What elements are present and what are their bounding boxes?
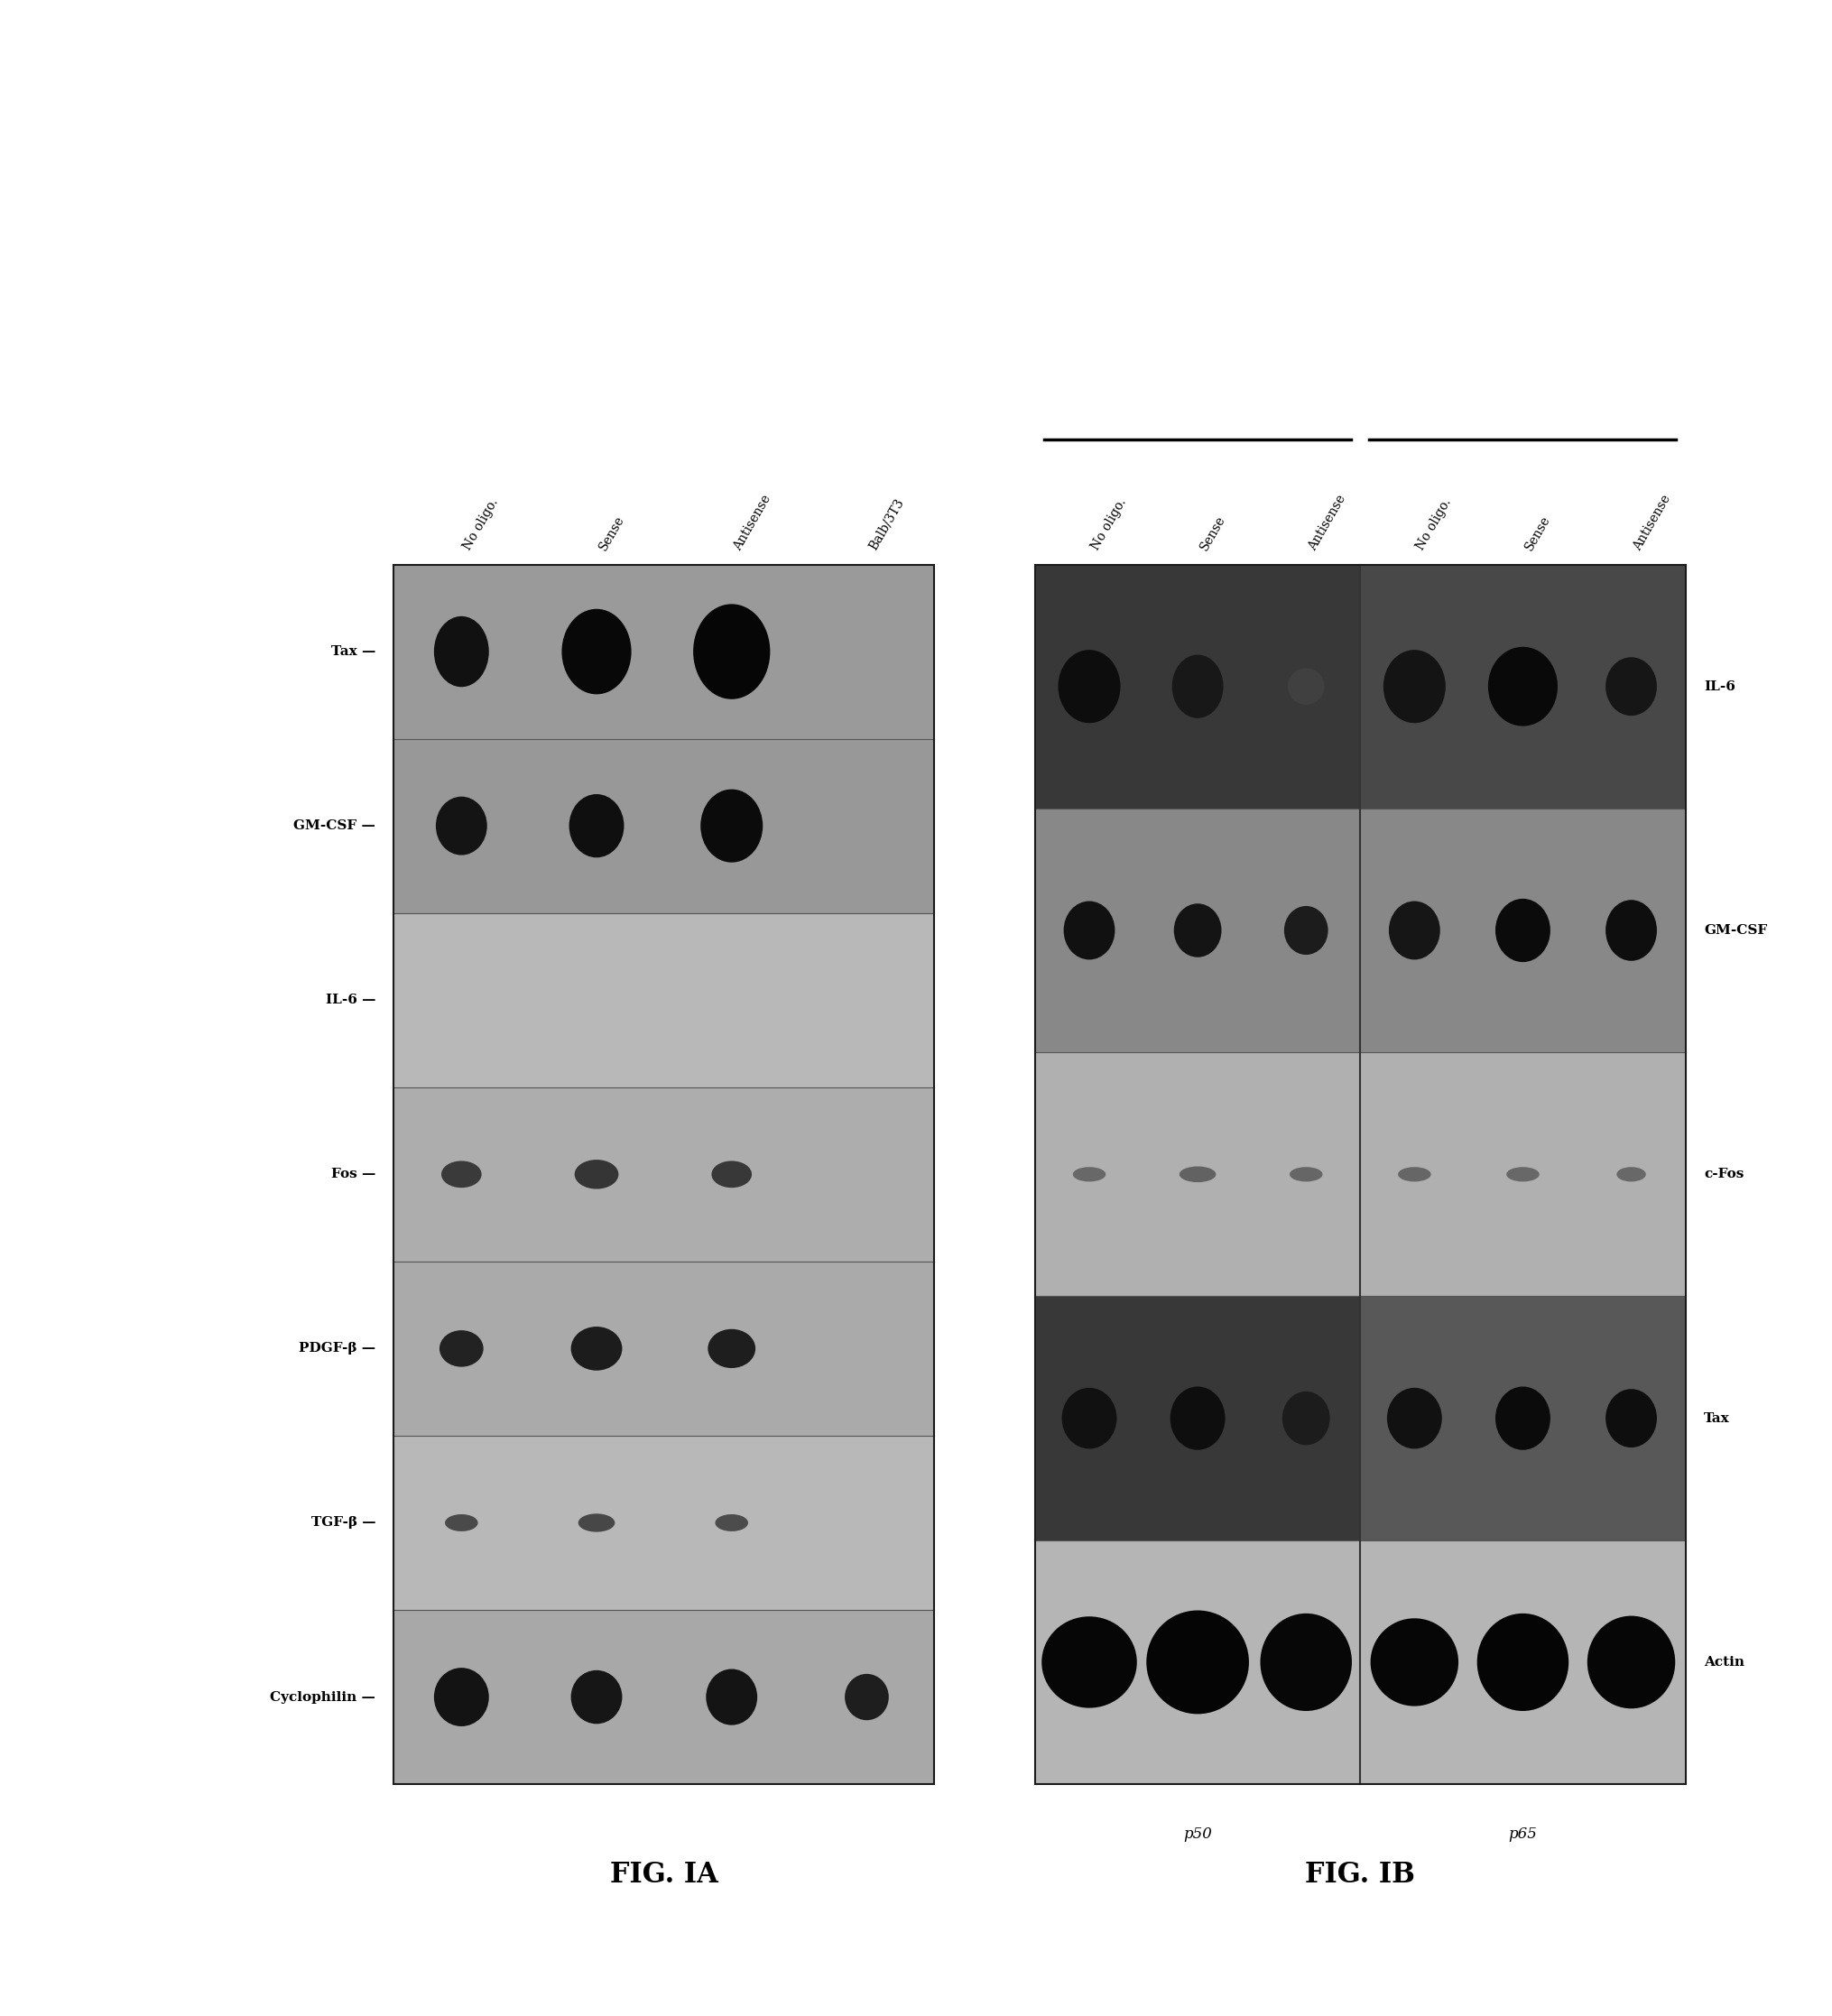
Bar (1035, 1296, 1685, 1540)
Text: Antisense: Antisense (1630, 492, 1673, 552)
Ellipse shape (434, 617, 489, 687)
Ellipse shape (1370, 1619, 1458, 1706)
Text: Sense: Sense (1198, 514, 1227, 552)
Ellipse shape (705, 1669, 757, 1726)
Text: No oligo.: No oligo. (462, 496, 502, 552)
Bar (394, 1435, 934, 1611)
Ellipse shape (572, 1327, 623, 1371)
Ellipse shape (1488, 647, 1557, 726)
Text: Cyclophilin —: Cyclophilin — (269, 1691, 376, 1704)
Ellipse shape (1398, 1167, 1431, 1181)
Ellipse shape (692, 605, 769, 700)
Ellipse shape (1383, 649, 1445, 724)
Ellipse shape (579, 1514, 616, 1532)
Bar (394, 913, 934, 1087)
Ellipse shape (700, 788, 762, 863)
Ellipse shape (1605, 1389, 1656, 1447)
Ellipse shape (1284, 905, 1328, 956)
Ellipse shape (1290, 1167, 1323, 1181)
Ellipse shape (1495, 899, 1550, 962)
Ellipse shape (440, 1331, 484, 1367)
Bar (394, 738, 934, 913)
Ellipse shape (1074, 1167, 1107, 1181)
Ellipse shape (1387, 1387, 1442, 1450)
Text: p50: p50 (1183, 1826, 1213, 1843)
Ellipse shape (1288, 667, 1325, 706)
Ellipse shape (1180, 1167, 1216, 1181)
Text: c-Fos: c-Fos (1704, 1167, 1744, 1181)
Bar (1035, 564, 1685, 808)
Ellipse shape (1147, 1611, 1249, 1714)
Ellipse shape (570, 794, 625, 857)
Text: p65: p65 (1508, 1826, 1537, 1843)
Ellipse shape (1063, 1387, 1118, 1450)
Text: Antisense: Antisense (731, 492, 773, 552)
Ellipse shape (1495, 1387, 1550, 1450)
Text: FIG. IB: FIG. IB (1304, 1861, 1416, 1889)
Ellipse shape (1587, 1617, 1674, 1708)
Ellipse shape (1059, 649, 1121, 724)
Ellipse shape (1171, 1387, 1226, 1450)
Bar (1035, 808, 1685, 1052)
Bar (394, 1087, 934, 1262)
Ellipse shape (714, 1514, 747, 1532)
Text: GM-CSF: GM-CSF (1704, 923, 1768, 937)
Ellipse shape (1506, 1167, 1539, 1181)
Ellipse shape (1477, 1613, 1568, 1712)
Text: TGF-β —: TGF-β — (311, 1516, 376, 1528)
Text: IL-6: IL-6 (1704, 679, 1735, 694)
Text: Tax: Tax (1704, 1411, 1729, 1425)
Ellipse shape (1605, 899, 1656, 962)
Ellipse shape (707, 1329, 755, 1369)
Ellipse shape (445, 1514, 478, 1532)
Ellipse shape (711, 1161, 751, 1187)
Text: IL-6 —: IL-6 — (326, 994, 376, 1006)
Text: Fos —: Fos — (332, 1167, 376, 1181)
Ellipse shape (1174, 903, 1222, 958)
Ellipse shape (1260, 1613, 1352, 1712)
Text: No oligo.: No oligo. (1414, 496, 1455, 552)
Bar (394, 564, 934, 1784)
Bar (394, 1611, 934, 1784)
Text: GM-CSF —: GM-CSF — (293, 821, 376, 833)
Bar (1035, 1296, 1359, 1540)
Ellipse shape (845, 1673, 889, 1720)
Text: FIG. IA: FIG. IA (610, 1861, 718, 1889)
Bar (1035, 1052, 1685, 1296)
Text: No oligo.: No oligo. (1090, 496, 1129, 552)
Bar (394, 564, 934, 738)
Bar (394, 1262, 934, 1435)
Text: PDGF-β —: PDGF-β — (299, 1343, 376, 1355)
Ellipse shape (572, 1669, 623, 1724)
Ellipse shape (1605, 657, 1656, 716)
Ellipse shape (1389, 901, 1440, 960)
Text: Antisense: Antisense (1306, 492, 1348, 552)
Ellipse shape (562, 609, 632, 694)
Ellipse shape (1064, 901, 1116, 960)
Ellipse shape (1042, 1617, 1138, 1708)
Bar (1035, 564, 1685, 1784)
Text: Balb/3T3: Balb/3T3 (867, 496, 907, 552)
Text: Actin: Actin (1704, 1655, 1744, 1669)
Ellipse shape (1282, 1391, 1330, 1445)
Ellipse shape (436, 796, 487, 855)
Ellipse shape (575, 1159, 619, 1189)
Bar (1035, 1540, 1685, 1784)
Bar (1035, 564, 1359, 808)
Ellipse shape (1172, 655, 1224, 718)
Ellipse shape (1616, 1167, 1645, 1181)
Text: Sense: Sense (597, 514, 627, 552)
Ellipse shape (434, 1667, 489, 1726)
Text: Sense: Sense (1522, 514, 1554, 552)
Ellipse shape (442, 1161, 482, 1187)
Text: Tax —: Tax — (332, 645, 376, 657)
